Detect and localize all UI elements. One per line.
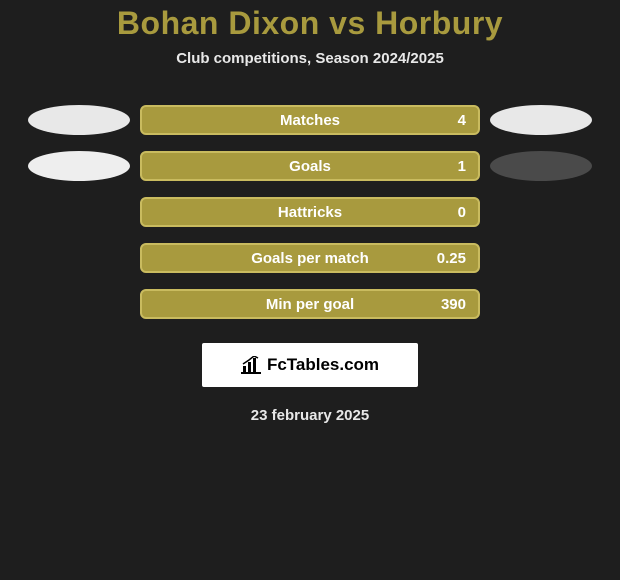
stat-value: 4 <box>458 112 466 129</box>
ellipse-spacer <box>28 197 130 227</box>
stat-value: 0.25 <box>437 250 466 267</box>
stat-bar: Goals 1 <box>140 151 480 181</box>
stat-row: Hattricks 0 <box>0 197 620 227</box>
right-ellipse <box>490 151 592 181</box>
stat-label: Matches <box>280 112 340 129</box>
stat-value: 0 <box>458 204 466 221</box>
ellipse-spacer <box>490 243 592 273</box>
ellipse-spacer <box>490 289 592 319</box>
stat-label: Min per goal <box>266 296 354 313</box>
stat-row: Min per goal 390 <box>0 289 620 319</box>
stat-row: Goals per match 0.25 <box>0 243 620 273</box>
stat-bar: Hattricks 0 <box>140 197 480 227</box>
stat-label: Hattricks <box>278 204 342 221</box>
left-ellipse <box>28 105 130 135</box>
ellipse-spacer <box>490 197 592 227</box>
stat-row: Goals 1 <box>0 151 620 181</box>
logo-box: FcTables.com <box>202 343 418 387</box>
stat-label: Goals per match <box>251 250 369 267</box>
stat-row: Matches 4 <box>0 105 620 135</box>
stat-value: 1 <box>458 158 466 175</box>
bar-chart-icon <box>241 356 261 374</box>
ellipse-spacer <box>28 289 130 319</box>
infographic-container: Bohan Dixon vs Horbury Club competitions… <box>0 0 620 424</box>
subtitle: Club competitions, Season 2024/2025 <box>0 50 620 67</box>
stat-bar: Min per goal 390 <box>140 289 480 319</box>
left-ellipse <box>28 151 130 181</box>
page-title: Bohan Dixon vs Horbury <box>0 5 620 42</box>
stat-bar: Matches 4 <box>140 105 480 135</box>
stat-value: 390 <box>441 296 466 313</box>
stat-bar: Goals per match 0.25 <box>140 243 480 273</box>
stats-rows: Matches 4 Goals 1 Hattricks 0 Goals per match 0… <box>0 105 620 319</box>
stat-label: Goals <box>289 158 331 175</box>
right-ellipse <box>490 105 592 135</box>
logo-text: FcTables.com <box>267 355 379 375</box>
date-text: 23 february 2025 <box>0 407 620 424</box>
ellipse-spacer <box>28 243 130 273</box>
